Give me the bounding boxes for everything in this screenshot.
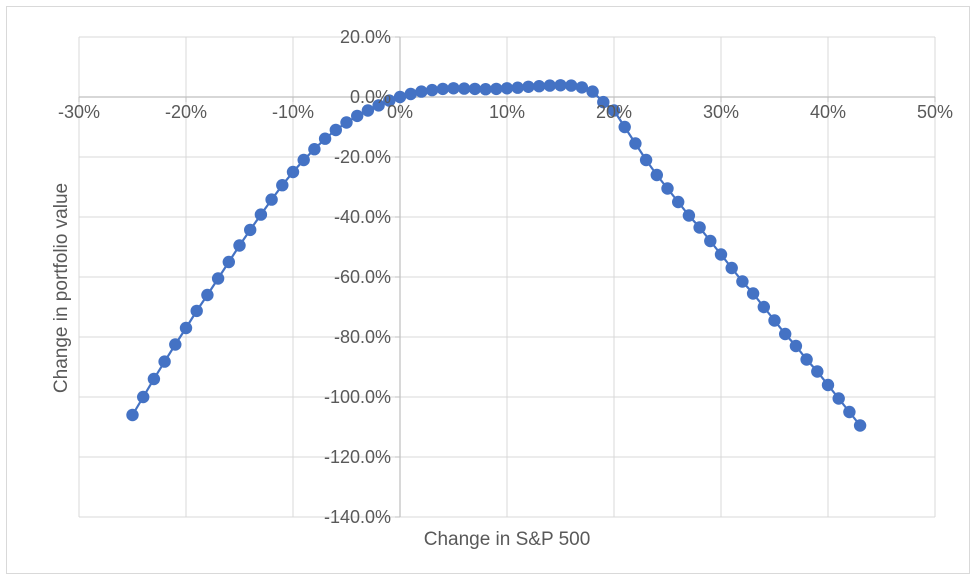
data-point — [158, 355, 171, 368]
data-point — [565, 79, 578, 92]
data-point — [179, 321, 193, 335]
data-point — [201, 288, 214, 302]
data-point — [650, 168, 663, 182]
y-tick-label: 20.0% — [340, 27, 391, 47]
gridlines — [78, 36, 936, 518]
data-point — [522, 80, 535, 94]
x-tick-label: 40% — [810, 102, 846, 122]
data-point — [682, 209, 696, 222]
data-point — [575, 81, 589, 94]
x-tick-label: -30% — [58, 102, 100, 122]
data-point — [447, 82, 460, 95]
x-tick-label: 30% — [703, 102, 739, 122]
x-tick-label: 0% — [387, 102, 413, 122]
data-point — [425, 83, 439, 97]
data-point — [607, 104, 621, 117]
data-point — [254, 208, 268, 221]
x-tick-label: 50% — [917, 102, 953, 122]
data-point — [618, 120, 631, 134]
data-point — [265, 193, 278, 206]
data-point — [704, 234, 717, 248]
data-point — [169, 338, 182, 351]
data-point — [672, 195, 685, 209]
y-tick-label: -20.0% — [334, 147, 391, 167]
data-point — [244, 223, 257, 237]
data-point — [800, 353, 813, 366]
data-point — [276, 179, 289, 192]
data-point — [586, 85, 599, 98]
series-line — [131, 84, 861, 427]
data-point — [832, 392, 845, 405]
x-tick-label: 10% — [489, 102, 525, 122]
data-point — [436, 82, 449, 96]
data-point — [629, 137, 642, 150]
x-tick-label: -20% — [165, 102, 207, 122]
data-point — [843, 405, 856, 419]
data-point — [511, 81, 524, 94]
data-point — [147, 372, 161, 386]
data-point — [811, 365, 824, 378]
x-tick-label: -10% — [272, 102, 314, 122]
data-point — [693, 221, 706, 234]
data-point — [329, 123, 342, 137]
data-point — [725, 261, 738, 275]
data-point — [639, 153, 653, 167]
data-point — [393, 90, 407, 104]
data-point — [126, 408, 139, 422]
data-point — [757, 300, 770, 314]
data-point — [351, 109, 364, 123]
data-point — [211, 272, 225, 285]
data-point — [458, 82, 471, 95]
data-point — [383, 94, 396, 107]
data-point — [532, 80, 546, 93]
data-point — [779, 327, 792, 341]
data-point — [543, 79, 556, 92]
data-point — [318, 132, 332, 145]
data-point — [736, 275, 749, 288]
y-tick-label: -40.0% — [334, 207, 391, 227]
data-point — [821, 378, 835, 392]
data-point — [361, 104, 375, 117]
data-point — [286, 165, 300, 179]
data-point — [554, 79, 567, 92]
data-point — [853, 419, 867, 432]
chart-frame: -30% -20% -10% 0% 10% 20% 30% 40% 50% 20.0% 0.0% -2… — [6, 6, 970, 574]
data-series — [126, 79, 867, 432]
data-point — [468, 82, 482, 96]
data-point — [372, 99, 385, 112]
data-point — [297, 153, 310, 167]
data-point — [190, 304, 203, 318]
data-point — [308, 143, 321, 156]
data-point — [746, 287, 760, 300]
data-point — [597, 95, 610, 109]
data-point — [137, 390, 150, 404]
data-point — [714, 248, 728, 261]
y-tick-label: -100.0% — [324, 387, 391, 407]
scatter-chart: -30% -20% -10% 0% 10% 20% 30% 40% 50% 20.0% 0.0% -2… — [51, 27, 953, 550]
data-point — [789, 339, 803, 353]
data-point — [222, 255, 235, 269]
data-point — [233, 239, 246, 252]
y-axis-title: Change in portfolio value — [51, 183, 72, 393]
y-tick-label: -80.0% — [334, 327, 391, 347]
data-point — [768, 314, 781, 327]
x-axis-title: Change in S&P 500 — [424, 529, 591, 550]
data-point — [661, 182, 674, 195]
y-tick-label: -60.0% — [334, 267, 391, 287]
data-point — [415, 85, 428, 98]
data-point — [404, 87, 417, 101]
y-tick-label: -120.0% — [324, 447, 391, 467]
data-point — [479, 83, 492, 96]
data-point — [490, 82, 503, 96]
y-tick-label: 0.0% — [350, 87, 391, 107]
x-tick-label: 20% — [596, 102, 632, 122]
data-point — [340, 116, 353, 129]
tick-labels: -30% -20% -10% 0% 10% 20% 30% 40% 50% 20.0% 0.0% -2… — [58, 27, 953, 527]
data-point — [500, 82, 514, 95]
y-tick-label: -140.0% — [324, 507, 391, 527]
